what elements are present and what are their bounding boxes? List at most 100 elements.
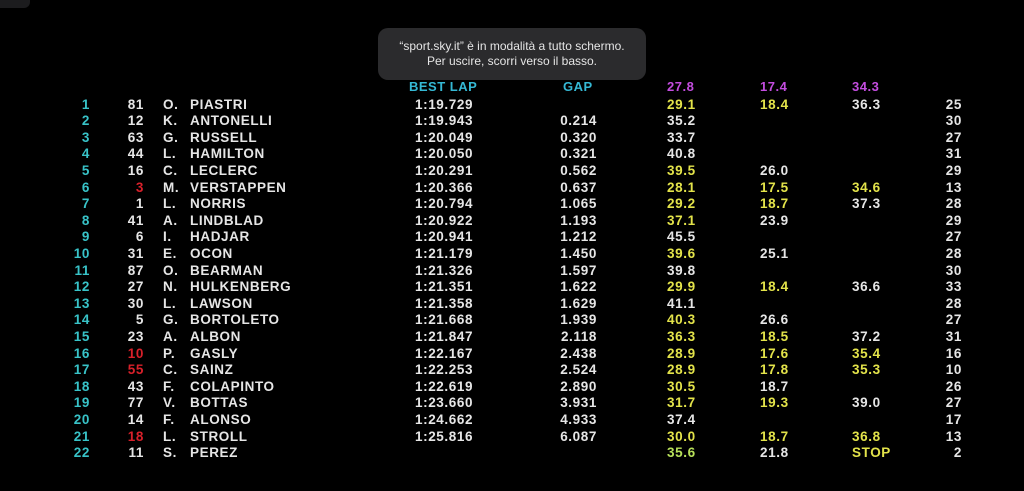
position-cell: 18 xyxy=(73,378,90,394)
best-lap-cell: 1:22.167 xyxy=(415,345,474,361)
position-cell: 21 xyxy=(73,428,90,444)
gap-cell: 0.320 xyxy=(560,129,597,145)
driver-name-cell: VERSTAPPEN xyxy=(190,179,287,195)
driver-initial-cell: L. xyxy=(163,295,177,311)
car-number-cell: 11 xyxy=(128,445,144,461)
sector1-cell: 40.3 xyxy=(667,312,696,328)
best-lap-cell: 1:21.847 xyxy=(415,328,474,344)
gap-cell: 1.065 xyxy=(560,196,597,212)
table-row: 17 55 C. SAINZ 1:22.253 2.524 28.9 17.8 35.3 10 xyxy=(0,362,1024,379)
gap-cell: 0.637 xyxy=(560,179,597,195)
driver-initial-cell: O. xyxy=(163,262,179,278)
sector1-cell: 37.4 xyxy=(667,411,696,427)
driver-initial-cell: P. xyxy=(163,345,176,361)
driver-initial-cell: E. xyxy=(163,245,177,261)
car-number-cell: 23 xyxy=(127,328,144,344)
best-lap-cell: 1:20.291 xyxy=(415,162,474,178)
car-number-cell: 63 xyxy=(127,129,144,145)
driver-name-cell: HADJAR xyxy=(190,229,250,245)
notification-line-1: “sport.sky.it” è in modalità a tutto sch… xyxy=(399,39,625,53)
driver-initial-cell: A. xyxy=(163,212,178,228)
table-row: 10 31 E. OCON 1:21.179 1.450 39.6 25.1 28 xyxy=(0,246,1024,263)
sector1-cell: 40.8 xyxy=(667,146,696,162)
table-row: 6 3 M. VERSTAPPEN 1:20.366 0.637 28.1 17.5 34.6 1… xyxy=(0,180,1024,197)
driver-name-cell: COLAPINTO xyxy=(190,378,275,394)
sector1-cell: 45.5 xyxy=(667,229,696,245)
best-lap-cell: 1:19.943 xyxy=(415,113,474,129)
position-cell: 14 xyxy=(73,312,90,328)
gap-cell: 1.939 xyxy=(560,312,597,328)
laps-cell: 13 xyxy=(945,428,962,444)
laps-cell: 27 xyxy=(945,312,962,328)
sector1-cell: 35.2 xyxy=(667,113,696,129)
laps-cell: 29 xyxy=(945,162,962,178)
sector3-cell: 37.2 xyxy=(852,328,881,344)
position-cell: 16 xyxy=(73,345,90,361)
table-row: 2 12 K. ANTONELLI 1:19.943 0.214 35.2 30 xyxy=(0,113,1024,130)
gap-cell: 4.933 xyxy=(560,411,597,427)
car-number-cell: 12 xyxy=(127,113,144,129)
fullscreen-notification: “sport.sky.it” è in modalità a tutto sch… xyxy=(378,28,646,80)
car-number-cell: 14 xyxy=(127,411,144,427)
best-lap-cell: 1:25.816 xyxy=(415,428,474,444)
laps-cell: 28 xyxy=(945,245,962,261)
gap-cell: 6.087 xyxy=(560,428,597,444)
driver-name-cell: HAMILTON xyxy=(190,146,265,162)
table-row: 8 41 A. LINDBLAD 1:20.922 1.193 37.1 23.9 29 xyxy=(0,213,1024,230)
best-lap-cell: 1:20.922 xyxy=(415,212,474,228)
top-left-button[interactable] xyxy=(0,0,30,8)
gap-cell: 1.622 xyxy=(560,279,597,295)
table-row: 11 87 O. BEARMAN 1:21.326 1.597 39.8 30 xyxy=(0,263,1024,280)
sector2-cell: 26.6 xyxy=(760,312,789,328)
sector3-cell: 34.6 xyxy=(852,179,881,195)
sector3-cell: 35.3 xyxy=(852,362,881,378)
position-cell: 13 xyxy=(73,295,90,311)
driver-initial-cell: L. xyxy=(163,196,177,212)
sector2-cell: 21.8 xyxy=(760,445,789,461)
sector2-cell: 19.3 xyxy=(760,395,789,411)
laps-cell: 30 xyxy=(945,113,962,129)
driver-name-cell: LINDBLAD xyxy=(190,212,264,228)
car-number-cell: 18 xyxy=(127,428,144,444)
laps-cell: 27 xyxy=(945,129,962,145)
car-number-cell: 3 xyxy=(135,179,144,195)
position-cell: 7 xyxy=(81,196,90,212)
driver-initial-cell: N. xyxy=(163,279,178,295)
position-cell: 5 xyxy=(81,162,90,178)
driver-initial-cell: L. xyxy=(163,428,177,444)
driver-initial-cell: G. xyxy=(163,312,179,328)
sector2-cell: 18.5 xyxy=(760,328,789,344)
driver-name-cell: LAWSON xyxy=(190,295,253,311)
best-lap-cell: 1:20.794 xyxy=(415,196,474,212)
driver-name-cell: BORTOLETO xyxy=(190,312,280,328)
driver-name-cell: SAINZ xyxy=(190,362,234,378)
table-row: 16 10 P. GASLY 1:22.167 2.438 28.9 17.6 35.4 16 xyxy=(0,346,1024,363)
position-cell: 8 xyxy=(81,212,90,228)
car-number-cell: 43 xyxy=(127,378,144,394)
car-number-cell: 77 xyxy=(127,395,144,411)
sector3-best-header: 34.3 xyxy=(852,79,880,94)
driver-initial-cell: F. xyxy=(163,411,175,427)
laps-cell: 29 xyxy=(945,212,962,228)
laps-cell: 33 xyxy=(945,279,962,295)
laps-cell: 16 xyxy=(945,345,962,361)
car-number-cell: 10 xyxy=(127,345,144,361)
gap-cell: 0.214 xyxy=(560,113,597,129)
car-number-cell: 1 xyxy=(135,196,144,212)
sector3-cell: 37.3 xyxy=(852,196,881,212)
laps-cell: 31 xyxy=(945,146,962,162)
position-cell: 22 xyxy=(73,445,90,461)
sector1-cell: 41.1 xyxy=(667,295,696,311)
gap-cell: 0.321 xyxy=(560,146,597,162)
position-cell: 12 xyxy=(73,279,90,295)
best-lap-cell: 1:20.049 xyxy=(415,129,474,145)
car-number-cell: 5 xyxy=(135,312,144,328)
position-cell: 17 xyxy=(73,362,90,378)
best-lap-cell: 1:21.179 xyxy=(415,245,474,261)
laps-cell: 30 xyxy=(945,262,962,278)
position-cell: 10 xyxy=(73,245,90,261)
sector2-cell: 18.4 xyxy=(760,96,789,112)
position-cell: 3 xyxy=(81,129,90,145)
best-lap-cell: 1:19.729 xyxy=(415,96,474,112)
driver-name-cell: HULKENBERG xyxy=(190,279,292,295)
